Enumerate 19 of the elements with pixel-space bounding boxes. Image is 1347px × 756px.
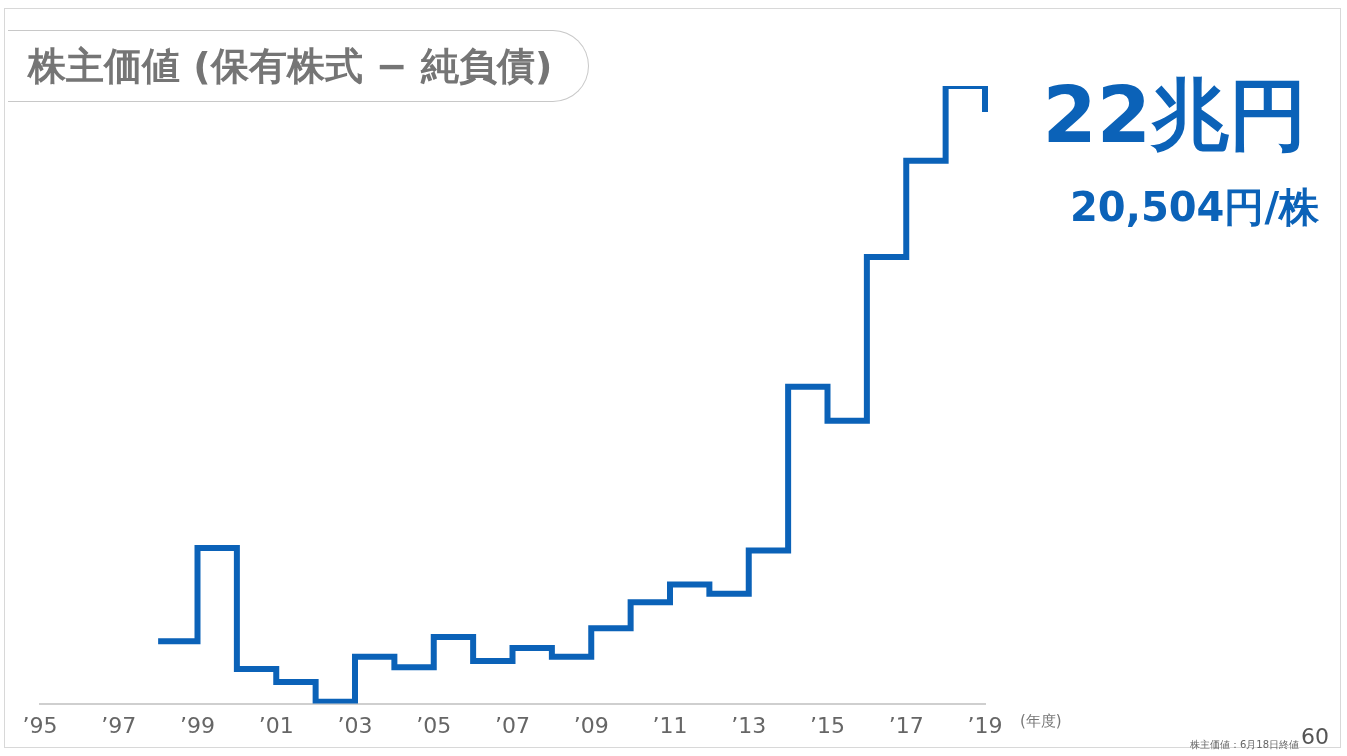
x-tick-label: ’19: [967, 712, 1003, 738]
x-tick-label: ’99: [180, 712, 215, 738]
text: 22兆円: [1042, 69, 1307, 162]
x-tick-label: ’03: [337, 712, 373, 738]
x-tick-label: ’97: [101, 712, 137, 738]
x-tick-label: ’17: [888, 712, 924, 738]
text: 株主価値：6月18日終値: [1189, 738, 1299, 752]
x-tick-label: ’01: [258, 712, 294, 738]
chart-title: 株主価値 (保有株式 − 純負債): [8, 30, 590, 102]
x-tick-label: ’11: [652, 712, 688, 738]
x-axis-title: (年度): [1020, 712, 1062, 731]
x-tick-label: ’95: [22, 712, 58, 738]
text: 20,504円/株: [1070, 183, 1319, 232]
x-tick-label: ’09: [573, 712, 609, 738]
text: 60: [1301, 724, 1329, 749]
x-tick-label: ’07: [495, 712, 530, 738]
x-tick-label: ’05: [416, 712, 452, 738]
x-tick-label: ’15: [810, 712, 845, 738]
x-tick-label: ’13: [731, 712, 767, 738]
